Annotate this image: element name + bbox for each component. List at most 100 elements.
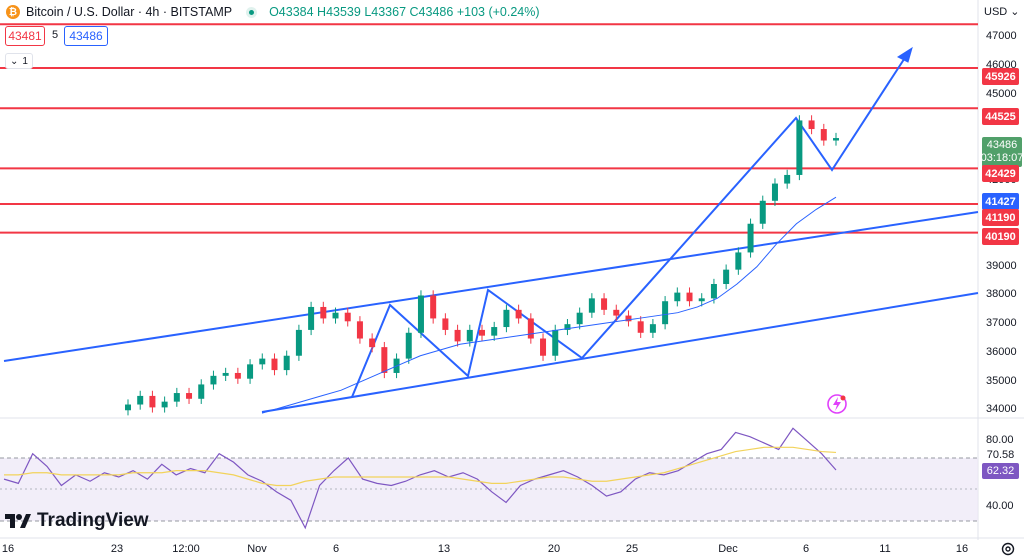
candle-body: [747, 223, 754, 253]
candle-body: [125, 404, 131, 411]
arrow-head: [896, 46, 913, 63]
level-tag-42429: 42429: [982, 165, 1019, 182]
candle-body: [698, 298, 705, 302]
candle-body: [479, 329, 485, 336]
moving-average-tag: 41427: [982, 193, 1019, 210]
candle-body: [454, 329, 461, 342]
candle-body: [662, 301, 669, 325]
candle-body: [381, 347, 388, 373]
sell-button[interactable]: 43481: [5, 26, 45, 46]
rsi-tick-40: 40.00: [986, 500, 1014, 512]
candle-body: [259, 358, 266, 365]
settings-gear-icon[interactable]: [1000, 541, 1016, 557]
time-tick: 11: [879, 543, 891, 555]
candle-body: [356, 321, 363, 339]
rsi-value-tag: 70.58: [982, 447, 1019, 463]
candle-body: [796, 120, 803, 175]
collapse-indicators-button[interactable]: ⌄ 1: [5, 53, 33, 69]
candle-body: [295, 329, 302, 356]
ohlc-close: C43486: [409, 5, 454, 19]
buy-button[interactable]: 43486: [64, 26, 108, 46]
candle-body: [625, 315, 632, 322]
candle-body: [283, 355, 290, 371]
rsi-tick-80: 80.00: [986, 434, 1014, 446]
candle-body: [222, 372, 229, 376]
logo-text: TradingView: [37, 510, 149, 531]
price-tick: 46000: [986, 58, 1017, 71]
candle-body: [161, 401, 168, 408]
candle-body: [442, 318, 449, 330]
candle-body: [784, 174, 791, 184]
currency-label: USD: [984, 5, 1008, 18]
candle-body: [344, 312, 351, 322]
zigzag-pattern-line: [351, 49, 911, 398]
candlesticks: [125, 115, 839, 416]
candle-body: [149, 395, 156, 408]
price-tick: 37000: [986, 317, 1017, 330]
time-tick: 6: [802, 543, 810, 555]
candle-body: [430, 295, 437, 319]
price-change: +103 (+0.24%): [456, 5, 540, 19]
price-tick: 47000: [986, 30, 1017, 43]
candle-body: [405, 332, 412, 359]
chevron-down-icon: ⌄: [10, 55, 19, 67]
candle-body: [674, 292, 681, 302]
lightning-bolt-icon[interactable]: [826, 393, 848, 415]
candle-body: [820, 129, 827, 141]
price-tick: 36000: [986, 345, 1017, 358]
bitcoin-icon: ₿: [6, 5, 20, 19]
indicator-count: 1: [22, 55, 28, 67]
candle-body: [588, 298, 595, 313]
current-price-tag: 43486 03:18:07: [980, 137, 1024, 167]
candle-body: [491, 327, 498, 336]
time-tick: 6: [332, 543, 340, 555]
resistance-lines: [0, 23, 978, 234]
price-tick: 45000: [986, 87, 1017, 100]
candle-body: [332, 312, 339, 319]
rsi-ma-value-tag: 62.32: [982, 463, 1019, 479]
rsi-line: [3, 427, 837, 530]
symbol-legend[interactable]: ₿ Bitcoin / U.S. Dollar · 4h · BITSTAMP …: [6, 3, 540, 21]
candle-body: [808, 120, 815, 130]
time-tick: Dec: [718, 543, 738, 555]
time-tick: 13: [437, 543, 451, 555]
candle-body: [527, 318, 534, 339]
candle-body: [637, 321, 644, 333]
candle-body: [735, 252, 742, 270]
price-tick: 35000: [986, 374, 1017, 387]
currency-selector[interactable]: USD ⌄: [984, 5, 1019, 19]
ohlc-low: L43367: [364, 5, 407, 19]
candle-body: [186, 393, 193, 399]
candle-body: [723, 269, 730, 284]
level-tag-40190: 40190: [982, 228, 1019, 245]
market-open-icon: [246, 6, 258, 18]
price-tick: 34000: [986, 403, 1017, 416]
level-tag-45926: 45926: [982, 68, 1019, 85]
candle-body: [686, 292, 693, 302]
candle-body: [649, 324, 656, 333]
symbol-title[interactable]: Bitcoin / U.S. Dollar · 4h · BITSTAMP: [26, 5, 233, 19]
candle-body: [234, 372, 241, 379]
candle-body: [833, 138, 839, 141]
candle-body: [552, 329, 559, 356]
candle-body: [710, 284, 717, 299]
ohlc-values: O43384 H43539 L43367 C43486 +103 (+0.24%…: [269, 5, 539, 19]
candle-body: [369, 338, 376, 348]
candle-body: [271, 358, 278, 371]
candle-body: [576, 312, 583, 325]
candle-body: [137, 395, 144, 405]
candle-body: [308, 306, 315, 330]
price-tick: 38000: [986, 288, 1017, 301]
time-tick: Nov: [247, 543, 267, 555]
price-tick: 39000: [986, 259, 1017, 272]
candle-body: [198, 384, 205, 399]
level-tag-44525: 44525: [982, 108, 1019, 125]
candle-body: [173, 393, 180, 402]
channel-lower-line: [261, 292, 979, 413]
candle-body: [771, 183, 778, 201]
moving-average-line: [261, 196, 837, 414]
candle-countdown: 03:18:07: [980, 152, 1024, 164]
channel-upper-line: [3, 211, 979, 362]
tradingview-logo[interactable]: TradingView: [5, 510, 149, 532]
